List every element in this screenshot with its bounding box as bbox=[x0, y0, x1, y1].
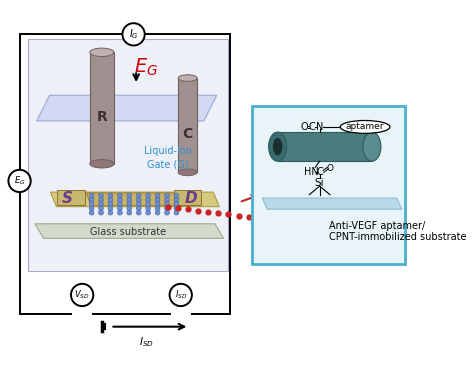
Ellipse shape bbox=[340, 121, 390, 133]
FancyBboxPatch shape bbox=[90, 52, 114, 164]
FancyBboxPatch shape bbox=[178, 78, 197, 172]
Circle shape bbox=[164, 193, 169, 198]
Circle shape bbox=[137, 206, 141, 211]
Circle shape bbox=[146, 198, 151, 202]
Ellipse shape bbox=[90, 48, 114, 57]
Circle shape bbox=[127, 202, 132, 206]
Ellipse shape bbox=[273, 138, 283, 155]
Text: $I_{SD}$: $I_{SD}$ bbox=[139, 335, 154, 349]
Text: Si: Si bbox=[315, 178, 324, 187]
Polygon shape bbox=[262, 198, 402, 209]
Circle shape bbox=[108, 202, 113, 206]
Text: $I_G$: $I_G$ bbox=[129, 28, 138, 41]
Circle shape bbox=[146, 206, 151, 211]
Circle shape bbox=[174, 198, 179, 202]
Circle shape bbox=[155, 193, 160, 198]
Text: O: O bbox=[301, 122, 308, 132]
Circle shape bbox=[127, 210, 132, 215]
Circle shape bbox=[9, 170, 31, 192]
Circle shape bbox=[89, 193, 94, 198]
Circle shape bbox=[164, 198, 169, 202]
FancyBboxPatch shape bbox=[252, 106, 405, 264]
Circle shape bbox=[118, 210, 122, 215]
Circle shape bbox=[127, 206, 132, 211]
Circle shape bbox=[99, 198, 103, 202]
Circle shape bbox=[137, 193, 141, 198]
Circle shape bbox=[137, 202, 141, 206]
Text: C: C bbox=[316, 167, 323, 176]
Text: Liquid-Ion
Gate (G): Liquid-Ion Gate (G) bbox=[144, 146, 192, 169]
Text: O: O bbox=[327, 164, 333, 173]
Polygon shape bbox=[50, 192, 219, 207]
Circle shape bbox=[108, 198, 113, 202]
Circle shape bbox=[146, 210, 151, 215]
Circle shape bbox=[155, 210, 160, 215]
Ellipse shape bbox=[269, 132, 287, 161]
Circle shape bbox=[174, 206, 179, 211]
Circle shape bbox=[137, 210, 141, 215]
Text: $E_G$: $E_G$ bbox=[14, 175, 25, 187]
Text: C: C bbox=[182, 127, 193, 141]
Circle shape bbox=[71, 284, 93, 306]
Circle shape bbox=[137, 198, 141, 202]
FancyBboxPatch shape bbox=[278, 132, 372, 161]
Circle shape bbox=[164, 210, 169, 215]
Circle shape bbox=[164, 202, 169, 206]
Circle shape bbox=[146, 202, 151, 206]
Circle shape bbox=[118, 198, 122, 202]
Circle shape bbox=[174, 193, 179, 198]
Circle shape bbox=[89, 202, 94, 206]
Circle shape bbox=[118, 193, 122, 198]
Circle shape bbox=[99, 193, 103, 198]
Polygon shape bbox=[36, 95, 217, 121]
Circle shape bbox=[99, 206, 103, 211]
Circle shape bbox=[108, 206, 113, 211]
Circle shape bbox=[99, 202, 103, 206]
FancyBboxPatch shape bbox=[28, 39, 228, 271]
Ellipse shape bbox=[90, 160, 114, 168]
Text: N: N bbox=[316, 122, 323, 132]
Ellipse shape bbox=[178, 75, 197, 81]
Circle shape bbox=[108, 193, 113, 198]
Text: $E_G$: $E_G$ bbox=[134, 56, 158, 78]
Circle shape bbox=[127, 193, 132, 198]
Circle shape bbox=[118, 206, 122, 211]
Circle shape bbox=[127, 198, 132, 202]
Polygon shape bbox=[86, 193, 193, 206]
Ellipse shape bbox=[363, 132, 381, 161]
Circle shape bbox=[89, 210, 94, 215]
Text: Anti-VEGF aptamer/: Anti-VEGF aptamer/ bbox=[329, 221, 425, 231]
FancyBboxPatch shape bbox=[57, 189, 85, 205]
Text: S: S bbox=[62, 190, 73, 206]
Text: HN: HN bbox=[304, 167, 319, 176]
Polygon shape bbox=[35, 224, 224, 238]
Circle shape bbox=[122, 23, 145, 45]
Circle shape bbox=[155, 202, 160, 206]
Text: C: C bbox=[309, 122, 315, 132]
Circle shape bbox=[155, 198, 160, 202]
Text: aptamer: aptamer bbox=[346, 122, 384, 131]
Circle shape bbox=[170, 284, 192, 306]
Ellipse shape bbox=[178, 169, 197, 176]
Text: CPNT-immobilized substrate: CPNT-immobilized substrate bbox=[329, 232, 466, 242]
Circle shape bbox=[174, 202, 179, 206]
Circle shape bbox=[164, 206, 169, 211]
Text: D: D bbox=[185, 190, 197, 206]
Circle shape bbox=[89, 206, 94, 211]
Text: $V_{SD}$: $V_{SD}$ bbox=[74, 289, 90, 301]
Circle shape bbox=[99, 210, 103, 215]
Circle shape bbox=[155, 206, 160, 211]
Circle shape bbox=[146, 193, 151, 198]
Circle shape bbox=[118, 202, 122, 206]
Circle shape bbox=[108, 210, 113, 215]
Circle shape bbox=[89, 198, 94, 202]
Text: R: R bbox=[97, 110, 107, 124]
FancyBboxPatch shape bbox=[174, 189, 201, 205]
Text: Glass substrate: Glass substrate bbox=[90, 227, 165, 237]
Text: $I_{SD}$: $I_{SD}$ bbox=[174, 289, 187, 301]
Circle shape bbox=[174, 210, 179, 215]
